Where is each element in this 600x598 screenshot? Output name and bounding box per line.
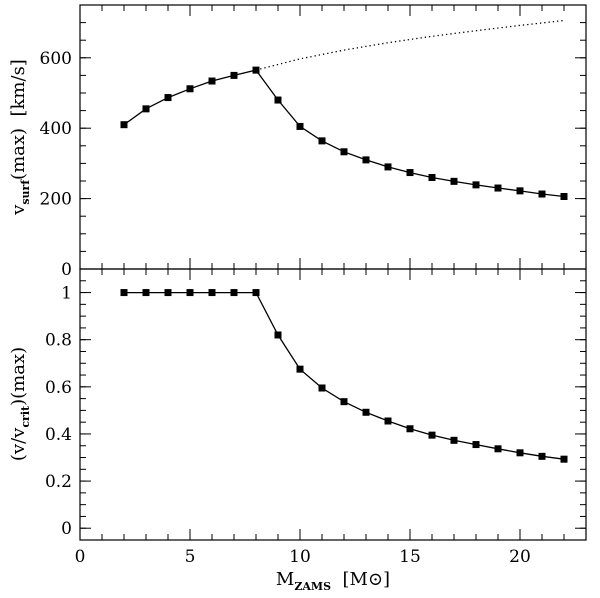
x-tick-label: 20 bbox=[509, 547, 531, 567]
bottom-data-point bbox=[384, 417, 392, 425]
bottom-data-point bbox=[208, 289, 216, 297]
top-data-point bbox=[296, 122, 304, 130]
bottom-data-point bbox=[560, 455, 568, 463]
x-tick-label: 5 bbox=[185, 547, 196, 567]
top-data-point bbox=[472, 181, 480, 189]
bottom-data-point bbox=[450, 436, 458, 444]
top-panel-ticks: 0 200 400 600 bbox=[40, 4, 587, 280]
bottom-data-point bbox=[186, 289, 194, 297]
top-data-point bbox=[494, 184, 502, 192]
top-data-point bbox=[164, 94, 172, 102]
bottom-panel: 00.20.40.60.810 5 10 15 20 (v/vcrit)(max) MZ… bbox=[8, 268, 587, 593]
bottom-y-tick-label: 0 bbox=[61, 519, 72, 539]
top-data-point bbox=[340, 148, 348, 156]
bottom-data-point bbox=[296, 365, 304, 373]
bottom-data-point bbox=[274, 331, 282, 339]
bottom-y-tick-label: 1 bbox=[61, 284, 72, 304]
top-data-point bbox=[120, 121, 128, 129]
x-tick-label: 10 bbox=[289, 547, 311, 567]
top-dotted-series-line bbox=[255, 19, 565, 71]
top-data-point bbox=[428, 173, 436, 181]
top-data-point bbox=[318, 137, 326, 145]
top-data-point bbox=[406, 169, 414, 177]
top-data-point bbox=[538, 190, 546, 198]
bottom-panel-frame bbox=[79, 268, 587, 541]
top-data-point bbox=[208, 77, 216, 85]
bottom-data-point bbox=[252, 289, 260, 297]
top-y-tick-label: 200 bbox=[40, 190, 72, 210]
top-y-axis-label: vsurf(max) [km/s] bbox=[8, 59, 32, 216]
top-data-point bbox=[274, 96, 282, 104]
x-axis-label: MZAMS [M⊙] bbox=[276, 569, 390, 593]
bottom-data-point bbox=[164, 289, 172, 297]
top-data-point bbox=[362, 156, 370, 164]
top-data-point bbox=[230, 71, 238, 79]
bottom-y-axis-label: (v/vcrit)(max) bbox=[8, 347, 32, 461]
top-data-point bbox=[384, 163, 392, 171]
top-data-point bbox=[560, 192, 568, 200]
top-y-tick-label: 600 bbox=[40, 49, 72, 69]
bottom-data-point bbox=[538, 452, 546, 460]
bottom-data-point bbox=[120, 289, 128, 297]
x-tick-label: 0 bbox=[75, 547, 86, 567]
bottom-y-tick-label: 0.8 bbox=[45, 331, 72, 351]
top-y-tick-label: 400 bbox=[40, 119, 72, 139]
bottom-data-point bbox=[406, 425, 414, 433]
top-panel-frame bbox=[79, 4, 587, 270]
bottom-series-line bbox=[124, 291, 565, 460]
bottom-y-tick-label: 0.2 bbox=[45, 472, 72, 492]
bottom-data-point bbox=[428, 431, 436, 439]
top-data-point bbox=[450, 177, 458, 185]
top-data-point bbox=[516, 187, 524, 195]
top-data-point bbox=[252, 66, 260, 74]
bottom-data-point bbox=[340, 398, 348, 406]
bottom-data-point bbox=[494, 445, 502, 453]
bottom-data-point bbox=[318, 384, 326, 392]
bottom-data-point bbox=[516, 449, 524, 457]
top-panel-marks bbox=[120, 19, 568, 200]
top-data-point bbox=[186, 85, 194, 93]
bottom-y-tick-label: 0.6 bbox=[45, 378, 72, 398]
bottom-data-point bbox=[142, 289, 150, 297]
top-data-point bbox=[142, 105, 150, 113]
bottom-data-point bbox=[230, 289, 238, 297]
top-panel: 0 200 400 600 vsurf(max) [km/s] bbox=[8, 4, 587, 280]
bottom-panel-marks bbox=[120, 289, 568, 463]
bottom-panel-ticks: 00.20.40.60.810 5 10 15 20 bbox=[45, 268, 587, 567]
top-y-tick-label: 0 bbox=[61, 260, 72, 280]
x-tick-label: 15 bbox=[399, 547, 421, 567]
bottom-y-tick-label: 0.4 bbox=[45, 425, 72, 445]
bottom-data-point bbox=[362, 408, 370, 416]
bottom-data-point bbox=[472, 441, 480, 449]
